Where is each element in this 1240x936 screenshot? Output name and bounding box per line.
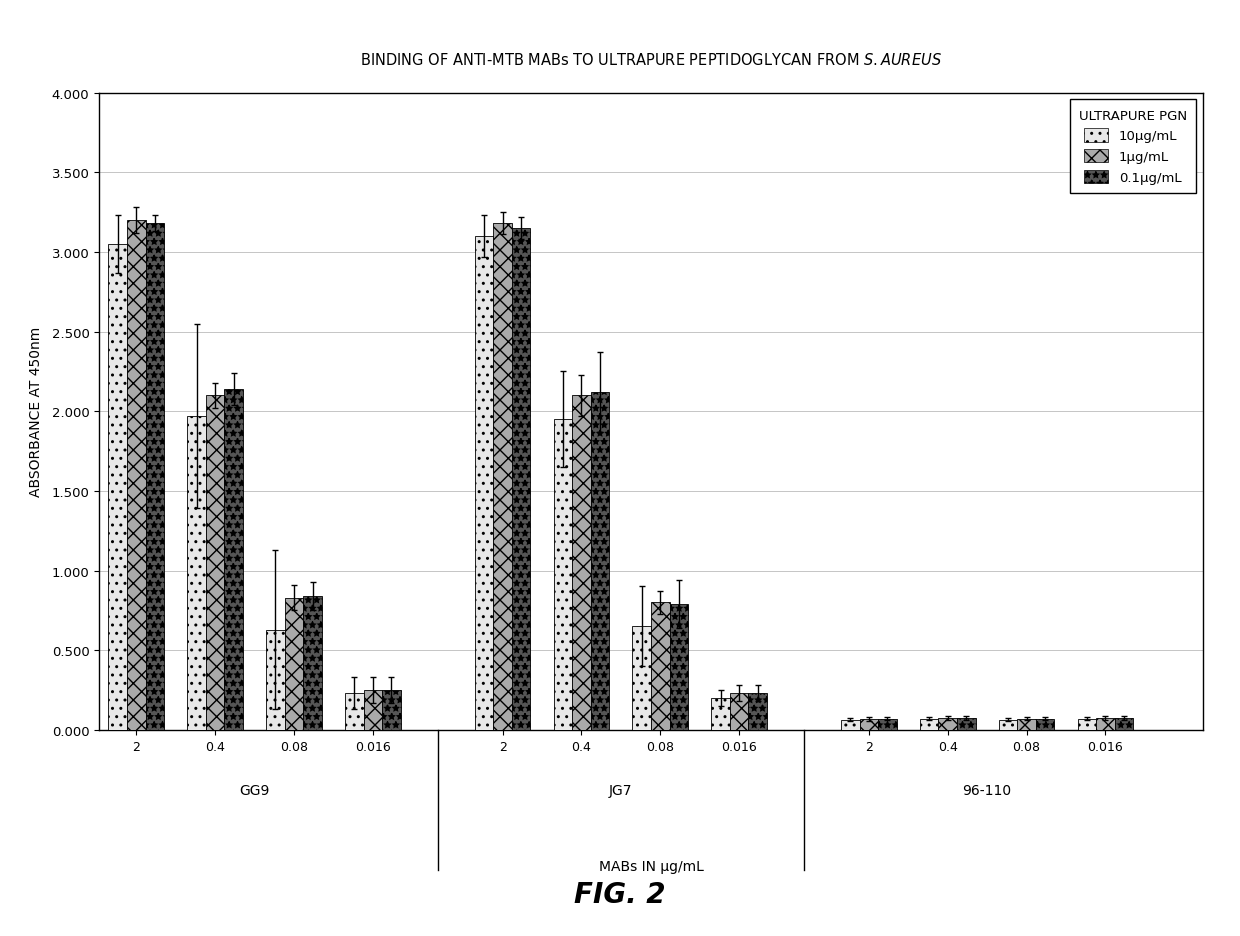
Bar xyxy=(285,598,304,730)
Bar xyxy=(363,691,382,730)
Bar xyxy=(590,393,609,730)
Bar xyxy=(632,627,651,730)
Bar xyxy=(1035,719,1054,730)
Text: JG7: JG7 xyxy=(609,782,632,797)
Bar xyxy=(730,694,749,730)
Bar xyxy=(475,237,494,730)
Bar xyxy=(749,694,766,730)
Bar xyxy=(1078,719,1096,730)
Bar xyxy=(920,719,939,730)
Bar xyxy=(878,719,897,730)
Text: FIG. 2: FIG. 2 xyxy=(574,880,666,908)
Bar xyxy=(304,596,321,730)
Y-axis label: ABSORBANCE AT 450nm: ABSORBANCE AT 450nm xyxy=(30,327,43,497)
Bar xyxy=(345,694,363,730)
Bar xyxy=(651,603,670,730)
Bar xyxy=(512,229,531,730)
Bar xyxy=(382,691,401,730)
Bar xyxy=(494,224,512,730)
Bar xyxy=(841,720,859,730)
Bar xyxy=(1115,718,1133,730)
Text: MABs IN μg/mL: MABs IN μg/mL xyxy=(599,859,703,872)
Bar xyxy=(553,419,572,730)
Bar xyxy=(1096,718,1115,730)
Text: BINDING OF ANTI-MTB MABs TO ULTRAPURE PEPTIDOGLYCAN FROM $\mathit{S.AUREUS}$: BINDING OF ANTI-MTB MABs TO ULTRAPURE PE… xyxy=(360,52,942,68)
Bar xyxy=(267,630,285,730)
Text: 96-110: 96-110 xyxy=(962,782,1012,797)
Bar xyxy=(224,389,243,730)
Bar xyxy=(670,605,688,730)
Bar xyxy=(1017,719,1035,730)
Bar xyxy=(206,396,224,730)
Bar xyxy=(126,221,145,730)
Bar xyxy=(939,718,957,730)
Bar xyxy=(572,396,590,730)
Bar xyxy=(859,719,878,730)
Text: GG9: GG9 xyxy=(239,782,270,797)
Legend: 10μg/mL, 1μg/mL, 0.1μg/mL: 10μg/mL, 1μg/mL, 0.1μg/mL xyxy=(1070,100,1197,194)
Bar xyxy=(712,698,730,730)
Bar xyxy=(187,417,206,730)
Bar xyxy=(998,720,1017,730)
Bar xyxy=(108,245,126,730)
Bar xyxy=(145,224,164,730)
Bar xyxy=(957,718,976,730)
